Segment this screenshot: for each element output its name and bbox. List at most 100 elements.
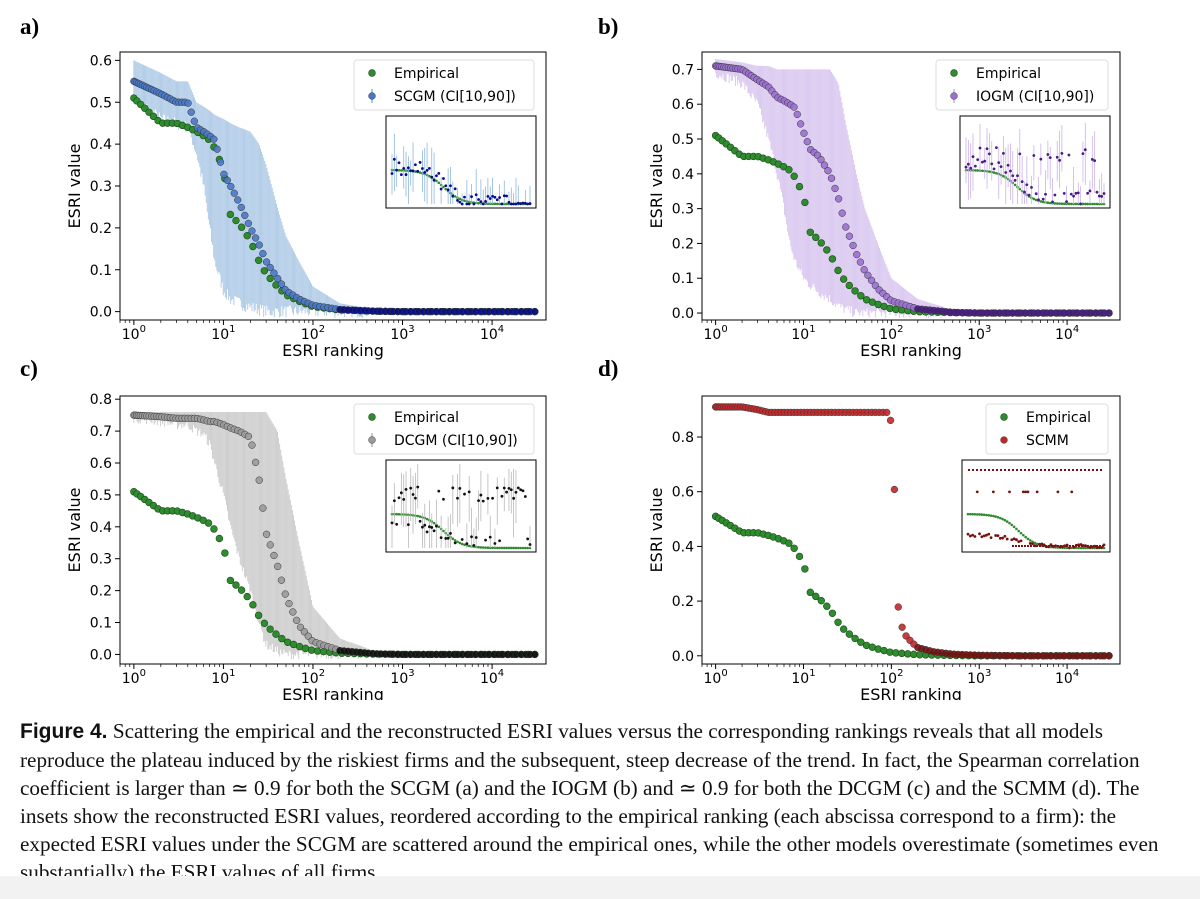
model-point bbox=[827, 174, 836, 182]
inset-model-point bbox=[465, 202, 469, 206]
model-points bbox=[711, 62, 1113, 317]
inset-empirical-point bbox=[1012, 525, 1016, 529]
inset-model-point bbox=[416, 169, 420, 173]
empirical-point bbox=[806, 228, 815, 236]
inset-model-point bbox=[428, 525, 431, 529]
footer-strip bbox=[0, 876, 1200, 899]
inset-model-point bbox=[402, 166, 406, 170]
inset-empirical-point bbox=[985, 513, 988, 517]
x-tick-label: 101 bbox=[211, 324, 235, 343]
inset-model-point bbox=[1008, 490, 1011, 494]
inset-model-point bbox=[446, 188, 450, 192]
x-tick-label: 102 bbox=[879, 668, 903, 687]
inset-model-point bbox=[402, 498, 406, 501]
inset-model-point bbox=[523, 495, 527, 498]
inset-model-point bbox=[500, 494, 504, 498]
inset-empirical-point bbox=[505, 546, 508, 550]
inset-empirical-point bbox=[995, 171, 998, 175]
inset-model-point bbox=[477, 198, 480, 201]
inset-model-point bbox=[1051, 200, 1054, 204]
empirical-point bbox=[221, 549, 229, 557]
model-points bbox=[130, 411, 539, 659]
empirical-point bbox=[237, 586, 246, 594]
inset-empirical-point bbox=[414, 170, 417, 173]
inset-empirical-point bbox=[512, 546, 515, 550]
inset-model-point bbox=[444, 537, 448, 540]
inset-model-point bbox=[451, 486, 455, 490]
y-tick-label: 0.1 bbox=[672, 271, 694, 287]
inset-model-point bbox=[509, 202, 513, 206]
inset-model-point bbox=[1068, 546, 1071, 550]
inset-model-point bbox=[498, 539, 501, 543]
model-point bbox=[845, 232, 854, 240]
model-point bbox=[220, 170, 228, 178]
empirical-point bbox=[839, 275, 848, 283]
inset-model-point bbox=[1028, 542, 1032, 545]
legend-label-model: DCGM (CI[10,90]) bbox=[394, 433, 518, 449]
x-axis-ticks: 100 101 102 103 104 bbox=[119, 320, 504, 343]
inset-model-point bbox=[971, 533, 975, 537]
inset-model-point bbox=[423, 523, 427, 527]
model-point bbox=[262, 258, 271, 266]
empirical-point bbox=[204, 519, 213, 527]
inset-model-point bbox=[413, 496, 417, 500]
model-point bbox=[210, 135, 218, 143]
model-point bbox=[251, 458, 260, 467]
inset-model-point bbox=[493, 195, 497, 199]
empirical-point bbox=[254, 256, 263, 265]
empirical-point bbox=[243, 592, 251, 601]
inset-model-point bbox=[1027, 193, 1031, 197]
inset-model-point bbox=[432, 178, 436, 182]
inset-empirical-point bbox=[1003, 518, 1007, 522]
inset-model-point bbox=[484, 538, 487, 542]
inset-model-point bbox=[519, 488, 523, 492]
inset-model-point bbox=[390, 521, 394, 525]
empirical-point bbox=[785, 166, 793, 174]
model-point bbox=[274, 274, 282, 283]
inset-model-point bbox=[413, 163, 417, 167]
inset-plot bbox=[959, 115, 1111, 209]
y-tick-label: 0.5 bbox=[90, 488, 112, 504]
inset-empirical-point bbox=[500, 546, 504, 550]
legend-box bbox=[353, 59, 535, 111]
inset-model-point bbox=[516, 486, 520, 490]
model-point bbox=[796, 120, 805, 128]
empirical-point bbox=[232, 216, 240, 225]
inset-empirical-point bbox=[1033, 541, 1037, 545]
inset-model-point bbox=[1046, 153, 1050, 156]
inset-empirical-point bbox=[992, 514, 995, 518]
empirical-point bbox=[823, 602, 831, 610]
inset-model-point bbox=[985, 533, 988, 537]
inset-empirical-point bbox=[1031, 540, 1034, 544]
model-point bbox=[803, 138, 811, 146]
inset-model-point bbox=[1023, 190, 1026, 194]
inset-empirical-point bbox=[1055, 202, 1059, 205]
inset-empirical-point bbox=[1002, 174, 1005, 178]
inset-model-point bbox=[528, 202, 532, 205]
inset-model-point bbox=[463, 492, 466, 496]
empirical-point bbox=[260, 267, 269, 275]
x-axis-ticks: 100 101 102 103 104 bbox=[119, 664, 504, 687]
model-point bbox=[216, 158, 225, 166]
inset-model-point bbox=[1016, 174, 1019, 178]
y-tick-label: 0.4 bbox=[90, 137, 112, 153]
y-tick-label: 0.0 bbox=[90, 305, 112, 321]
x-tick-label: 100 bbox=[704, 324, 728, 343]
inset-model-point bbox=[423, 170, 427, 174]
inset-model-point bbox=[472, 202, 476, 206]
inset-empirical-point bbox=[988, 170, 991, 173]
inset-empirical-point bbox=[463, 199, 466, 203]
x-tick-label: 104 bbox=[480, 324, 504, 343]
model-point bbox=[277, 576, 286, 584]
inset-model-point bbox=[456, 198, 459, 202]
model-points bbox=[130, 77, 539, 316]
empirical-point bbox=[232, 581, 240, 589]
x-tick-label: 103 bbox=[390, 324, 414, 343]
y-tick-label: 0.4 bbox=[672, 167, 694, 183]
inset-empirical-point bbox=[989, 514, 993, 517]
legend-label-empirical: Empirical bbox=[1026, 410, 1091, 426]
panel-label-b: b) bbox=[598, 14, 619, 39]
inset-model-point bbox=[446, 536, 450, 540]
y-tick-label: 0.7 bbox=[90, 424, 112, 440]
y-tick-label: 0.8 bbox=[90, 392, 112, 408]
